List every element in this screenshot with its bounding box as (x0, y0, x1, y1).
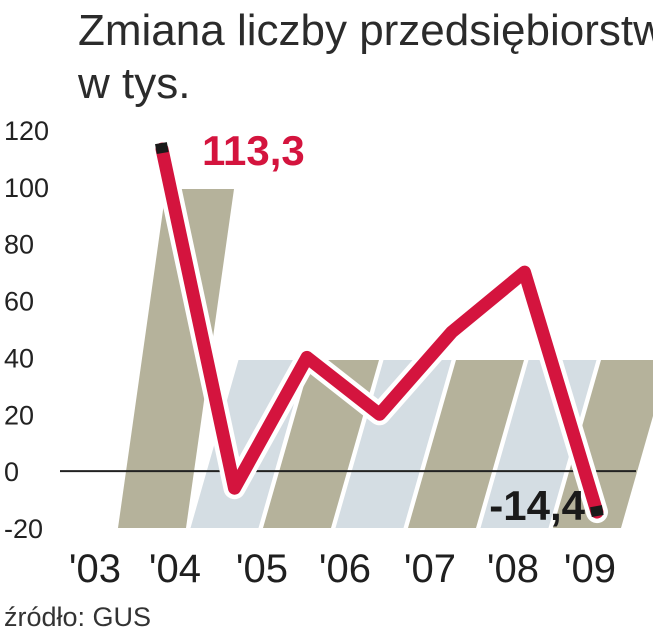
y-tick-label: 100 (4, 173, 49, 203)
end-marker (155, 142, 169, 155)
x-tick-label: '05 (236, 547, 288, 591)
x-tick-label: '06 (319, 547, 371, 591)
x-tick-label: '08 (487, 547, 539, 591)
data-point (231, 485, 238, 492)
y-tick-label: 120 (4, 116, 49, 146)
series-group (151, 138, 608, 524)
y-axis-ticks: 120 100 80 60 40 20 0 -20 (4, 116, 49, 544)
y-tick-label: 40 (4, 343, 34, 373)
chart-title: Zmiana liczby przedsiębiorstw (78, 6, 653, 55)
data-point (521, 269, 528, 276)
x-tick-label: '03 (69, 547, 121, 591)
y-tick-label: 0 (4, 457, 19, 487)
data-label-max: 113,3 (202, 127, 305, 174)
x-tick-label: '07 (404, 547, 456, 591)
background-band (118, 189, 234, 528)
y-tick-label: 20 (4, 400, 34, 430)
chart-subtitle: w tys. (77, 59, 190, 108)
source-note: źródło: GUS (4, 602, 151, 632)
background-band (335, 360, 452, 528)
y-tick-label: -20 (4, 514, 43, 544)
x-tick-label: '09 (564, 547, 616, 591)
x-axis-ticks: '03 '04 '05 '06 '07 '08 '09 (69, 547, 616, 591)
data-point (449, 328, 455, 335)
x-tick-label: '04 (149, 547, 201, 591)
background-band (408, 360, 524, 528)
data-label-min: -14,4 (489, 482, 585, 529)
data-point (376, 411, 383, 418)
y-tick-label: 80 (4, 230, 34, 260)
data-point (304, 354, 310, 361)
y-tick-label: 60 (4, 287, 34, 317)
end-marker (590, 505, 604, 518)
